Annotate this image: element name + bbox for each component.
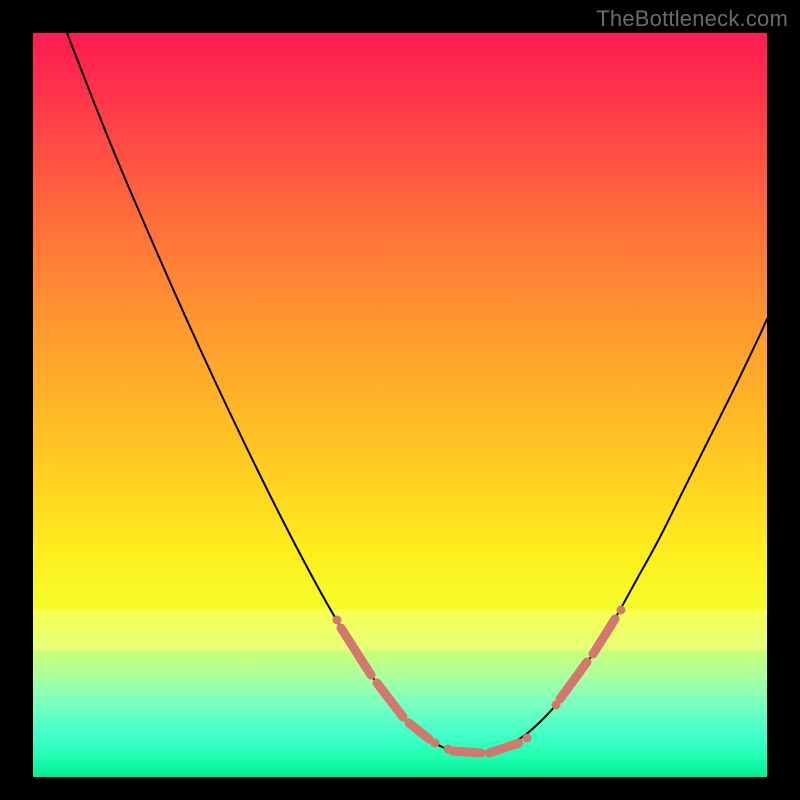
chart-plot-area — [33, 33, 767, 777]
chart-container — [33, 33, 767, 777]
chart-highlight-band — [33, 610, 767, 651]
chart-svg — [33, 33, 767, 777]
chart-background — [33, 33, 767, 777]
watermark-text: TheBottleneck.com — [596, 6, 788, 32]
